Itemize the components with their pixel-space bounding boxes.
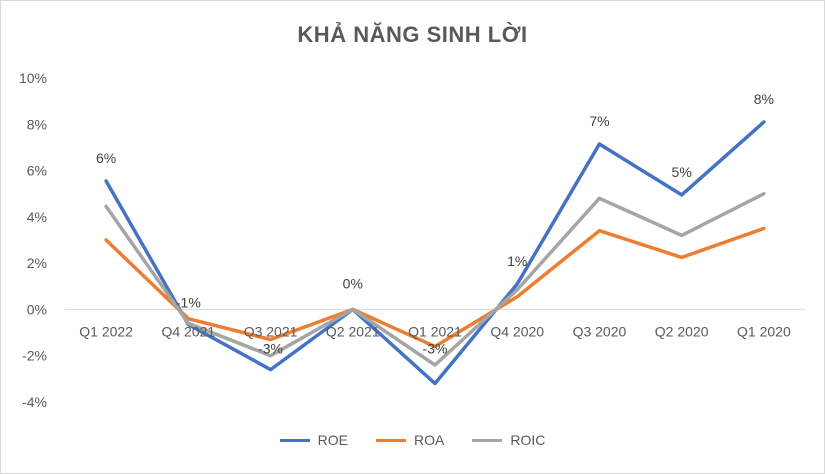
y-tick-label: 0% xyxy=(27,301,47,317)
x-tick-label: Q4 2020 xyxy=(490,323,544,339)
legend-item-roa: ROA xyxy=(376,432,444,448)
data-label: -3% xyxy=(423,340,448,356)
data-label: -1% xyxy=(176,294,201,310)
legend-swatch xyxy=(376,438,406,442)
x-tick-label: Q2 2020 xyxy=(655,323,709,339)
data-label: -3% xyxy=(258,340,283,356)
data-label: 8% xyxy=(754,91,774,107)
data-label: 7% xyxy=(589,113,609,129)
legend-swatch xyxy=(472,438,503,442)
legend-item-roe: ROE xyxy=(279,432,348,448)
y-tick-label: 8% xyxy=(27,116,47,132)
legend-label: ROE xyxy=(317,432,348,448)
y-tick-label: 2% xyxy=(27,255,47,271)
x-tick-label: Q2 2021 xyxy=(326,323,380,339)
data-label: 0% xyxy=(343,275,363,291)
legend-item-roic: ROIC xyxy=(472,432,545,448)
x-tick-label: Q1 2021 xyxy=(408,323,462,339)
data-label: 1% xyxy=(507,253,527,269)
data-label: 5% xyxy=(672,164,692,180)
x-tick-label: Q1 2020 xyxy=(737,323,791,339)
data-label: 6% xyxy=(96,150,116,166)
x-tick-label: Q3 2021 xyxy=(244,323,298,339)
y-tick-label: 10% xyxy=(19,70,47,86)
legend-swatch xyxy=(279,438,310,442)
x-tick-label: Q3 2020 xyxy=(573,323,627,339)
y-tick-label: 6% xyxy=(27,163,47,179)
legend-label: ROIC xyxy=(510,432,546,448)
y-tick-label: -4% xyxy=(22,394,47,410)
x-tick-label: Q4 2021 xyxy=(161,323,215,339)
legend-label: ROA xyxy=(414,432,445,448)
y-tick-label: 4% xyxy=(27,209,47,225)
x-tick-label: Q1 2022 xyxy=(79,323,133,339)
y-tick-label: -2% xyxy=(22,348,47,364)
chart-title: KHẢ NĂNG SINH LỜI xyxy=(297,22,528,47)
legend: ROE ROA ROIC xyxy=(0,432,825,448)
